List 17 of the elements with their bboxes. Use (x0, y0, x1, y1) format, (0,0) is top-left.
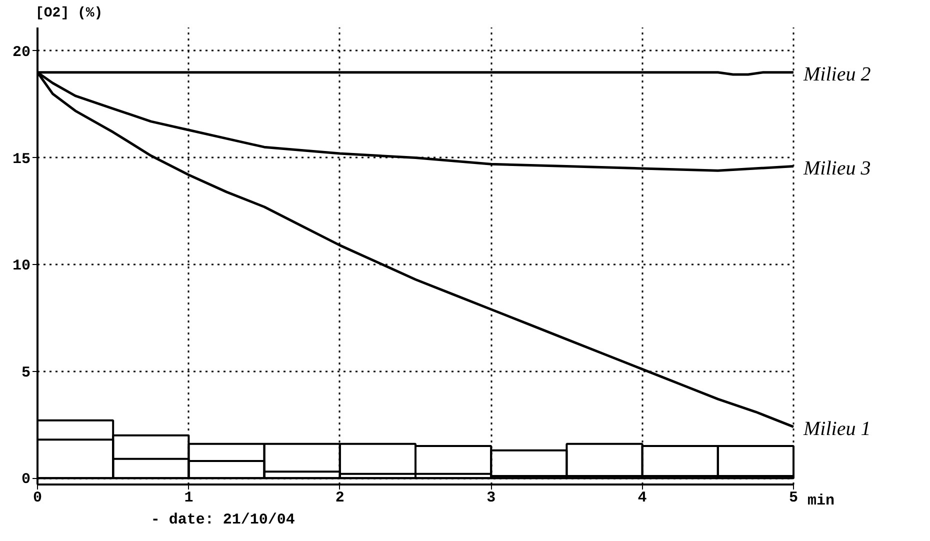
x-tick-label: 3 (486, 490, 496, 506)
text: - date: 21/10/04 (150, 512, 295, 528)
x-tick-label: 0 (33, 490, 42, 506)
y-tick-label: 15 (12, 150, 31, 168)
y-tick-label: 10 (12, 258, 31, 275)
x-axis-title: min (808, 492, 835, 510)
x-tick-label: 1 (184, 490, 194, 506)
y-tick-label: 20 (12, 44, 31, 61)
series-label: Milieu 1 (802, 418, 871, 440)
y-axis-title: [O2] (%) (36, 6, 103, 22)
y-tick-label: 5 (22, 364, 31, 382)
x-tick-label: 2 (335, 490, 344, 506)
series-label: Milieu 2 (802, 63, 871, 86)
series-label: Milieu 3 (802, 157, 871, 180)
y-tick-label: 0 (22, 471, 31, 488)
x-tick-label: 4 (638, 490, 647, 506)
x-tick-label: 5 (789, 490, 798, 506)
